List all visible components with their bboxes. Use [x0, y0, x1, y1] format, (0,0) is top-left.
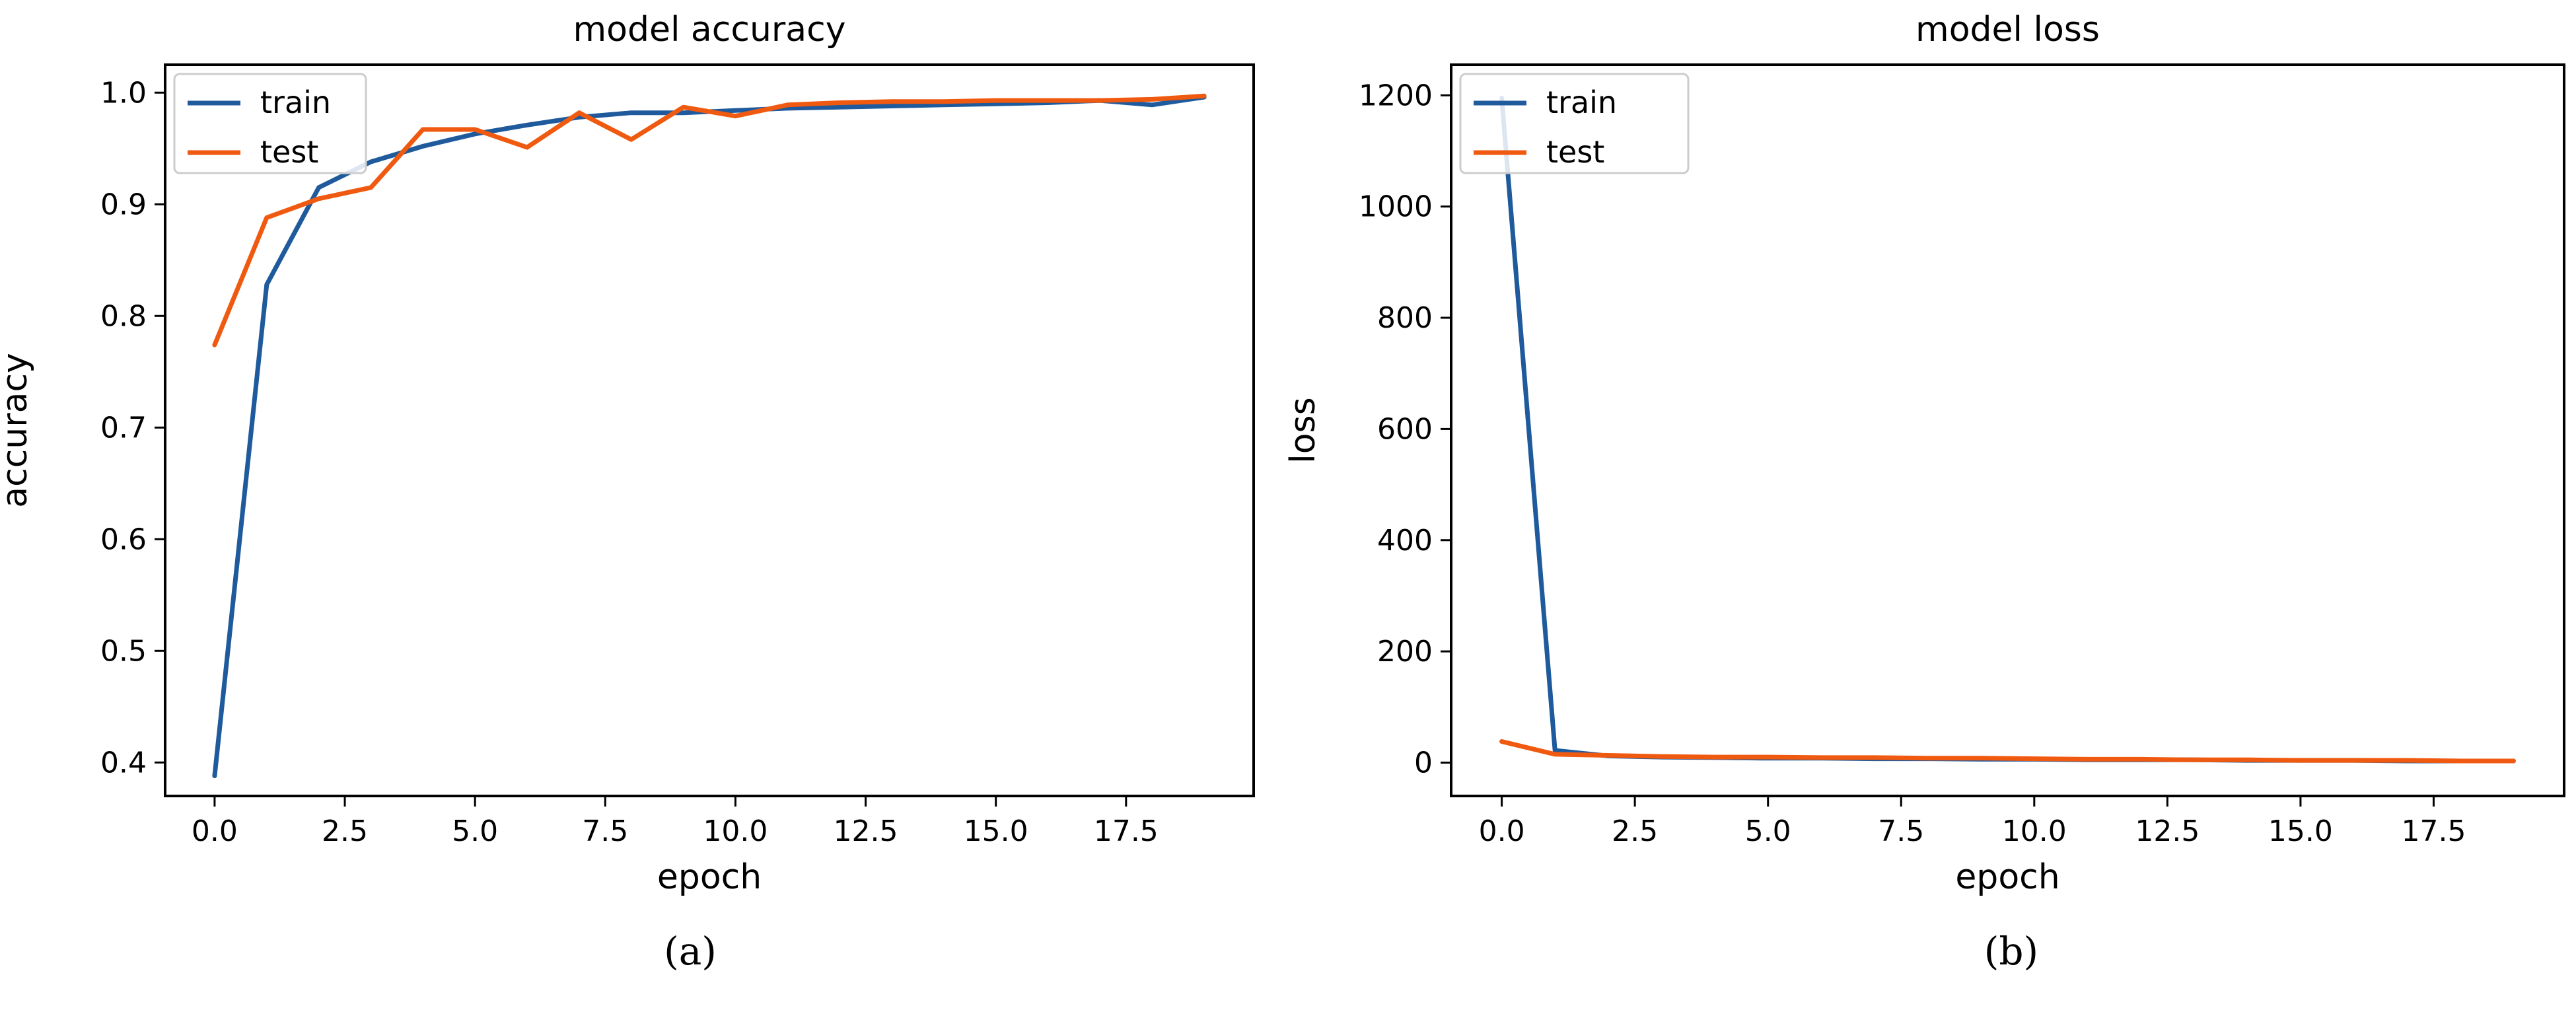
x-axis-label: epoch: [657, 857, 762, 897]
y-tick-label: 0.4: [100, 746, 147, 779]
legend: train test: [173, 73, 367, 174]
legend-label-train: train: [260, 85, 331, 120]
series-line-test: [212, 93, 1207, 347]
chart-panel-accuracy: model accuracy 0.0 2.5 5.0 7.5 10.0 12.5 15.0 17…: [0, 10, 1255, 974]
legend: train test: [1459, 73, 1690, 174]
chart-title: model accuracy: [573, 10, 845, 50]
chart-title: model loss: [1915, 10, 2100, 50]
x-tick-label: 10.0: [703, 814, 768, 848]
y-axis-label: accuracy: [0, 353, 35, 508]
x-tick-label: 2.5: [1612, 814, 1658, 848]
panel-caption: (b): [1984, 929, 2038, 974]
y-tick-label: 800: [1377, 301, 1433, 335]
y-tick-label: 1200: [1359, 79, 1433, 112]
x-axis-label: epoch: [1955, 857, 2059, 897]
y-axis-label: loss: [1283, 397, 1323, 463]
y-tick-label: 0.8: [100, 299, 147, 333]
plot-frame: [1450, 63, 2565, 797]
y-tick-label: 0.9: [100, 188, 147, 221]
x-tick-label: 7.5: [1878, 814, 1924, 848]
x-tick-label: 7.5: [582, 814, 628, 848]
x-tick-label: 0.0: [1479, 814, 1525, 848]
y-tick-label: 0: [1414, 746, 1433, 779]
x-tick-label: 5.0: [1745, 814, 1791, 848]
y-tick-label: 400: [1377, 524, 1433, 558]
legend-label-test: test: [1546, 134, 1604, 170]
x-tick-label: 17.5: [2401, 814, 2466, 848]
y-tick-label: 200: [1377, 635, 1433, 668]
x-tick-label: 17.5: [1094, 814, 1159, 848]
plot-frame: [164, 63, 1255, 797]
series-line-test: [1499, 739, 2516, 764]
legend-label-test: test: [260, 134, 318, 170]
y-tick-label: 1000: [1359, 190, 1433, 224]
x-tick-label: 0.0: [192, 814, 238, 848]
y-tick-label: 600: [1377, 412, 1433, 446]
x-tick-label: 5.0: [452, 814, 498, 848]
x-tick-label: 15.0: [2268, 814, 2333, 848]
y-tick-label: 0.7: [100, 411, 147, 445]
x-tick-label: 12.5: [2135, 814, 2200, 848]
x-tick-label: 12.5: [834, 814, 898, 848]
panel-caption: (a): [664, 929, 717, 974]
y-tick-label: 0.5: [100, 634, 147, 668]
y-tick-label: 1.0: [100, 76, 147, 110]
chart-panel-loss: model loss 0.0 2.5 5.0 7.5 10.0 12.5 15.0 17.5 0 2…: [1283, 10, 2565, 974]
legend-box: [1459, 73, 1690, 174]
x-tick-label: 2.5: [322, 814, 368, 848]
x-tick-label: 15.0: [964, 814, 1028, 848]
x-tick-label: 10.0: [2002, 814, 2067, 848]
y-tick-label: 0.6: [100, 523, 147, 556]
legend-label-train: train: [1546, 85, 1617, 120]
legend-box: [173, 73, 367, 174]
